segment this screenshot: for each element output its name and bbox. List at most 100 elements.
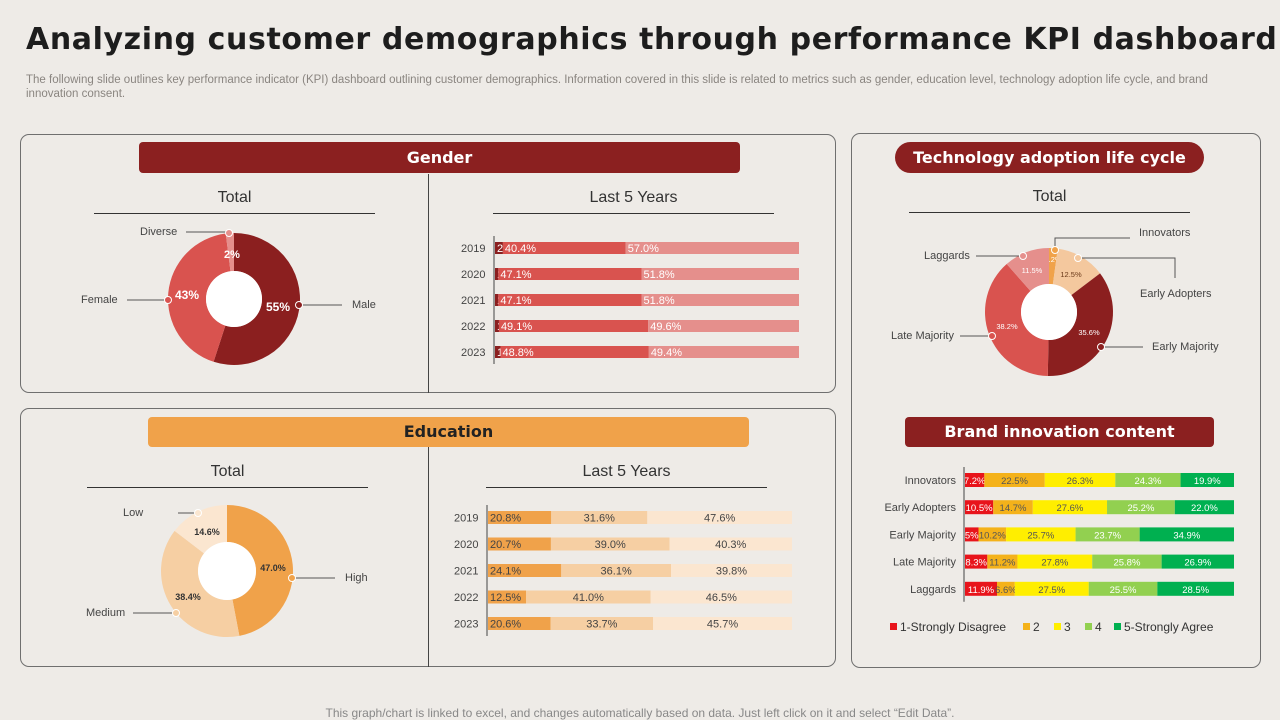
gender_last5-data-label: 48.8% xyxy=(502,347,533,359)
tech_total-label-late-majority: 38.2% xyxy=(996,322,1018,331)
education_last5-bar-high-2020 xyxy=(488,537,551,551)
callout-diverse: Diverse xyxy=(140,226,178,238)
brand_innovation-bar-3-innovators xyxy=(1044,473,1116,487)
brand_innovation-data-label: 5% xyxy=(965,530,979,541)
education_last5-category-label: 2019 xyxy=(454,513,478,525)
tech_total-label-early-majority: 35.6% xyxy=(1078,328,1100,337)
brand_innovation-bar-1-strongly-disagree-innovators xyxy=(965,473,985,487)
callout-female: Female xyxy=(81,294,118,306)
brand_innovation-data-label: 27.5% xyxy=(1038,585,1065,596)
education_last5-data-label: 36.1% xyxy=(601,566,632,578)
brand_innovation-data-label: 26.9% xyxy=(1184,558,1211,569)
education_last5-bars: 2019 20.8% 31.6% 47.6% 2020 20.7% 39.0% 40.3% 20… xyxy=(454,505,792,636)
gender_last5-data-label: 47.1% xyxy=(500,295,531,307)
education_last5-bar-low-2021 xyxy=(671,564,792,577)
tech-total-title: Total xyxy=(1032,188,1067,205)
brand_innovation-bar-3-late-majority xyxy=(1017,554,1093,569)
education-last5-underline xyxy=(486,487,767,488)
gender_last5-bar-male-2020 xyxy=(641,268,799,280)
gender_last5-bar-diverse-2023 xyxy=(495,346,501,358)
page-title: Analyzing customer demographics through … xyxy=(26,22,1278,57)
brand_innovation-category-label: Laggards xyxy=(910,584,956,596)
education_total-donut: 47.0% 38.4% 14.6% xyxy=(161,505,293,637)
gender_total-label-female: 43% xyxy=(175,288,199,302)
brand-legend-label: 1-Strongly Disagree xyxy=(900,620,1006,634)
education_total-hole xyxy=(198,542,256,600)
brand_innovation-data-label: 23.7% xyxy=(1094,530,1121,541)
gender_last5-data-label: 49.6% xyxy=(650,321,681,333)
gender_total-hole xyxy=(206,271,262,327)
gender_total-slice-diverse xyxy=(225,233,234,272)
tech-total-underline xyxy=(909,212,1190,213)
tech-late-majority-leader-dot xyxy=(988,332,996,340)
gender_last5-bar-female-2022 xyxy=(498,320,649,332)
gender_last5-category-label: 2020 xyxy=(461,269,485,281)
brand-legend-swatch xyxy=(1085,623,1092,630)
gender-last5-underline xyxy=(493,213,774,214)
education_last5-data-label: 45.7% xyxy=(707,619,738,631)
brand-header: Brand innovation content xyxy=(905,417,1214,447)
gender-total-underline xyxy=(94,213,375,214)
brand_innovation-category-label: Late Majority xyxy=(893,557,956,569)
brand_innovation-bar-4-early-adopters xyxy=(1107,500,1175,515)
brand-legend-label: 4 xyxy=(1095,620,1102,634)
brand_innovation-data-label: 22.5% xyxy=(1001,476,1028,487)
brand_innovation-bar-4-laggards xyxy=(1088,581,1158,596)
education-total-underline xyxy=(87,487,368,488)
gender_last5-category-label: 2022 xyxy=(461,321,485,333)
education_last5-data-label: 47.6% xyxy=(704,513,735,525)
gender_last5-bar-diverse-2021 xyxy=(495,294,499,306)
gender_last5-category-label: 2023 xyxy=(461,347,485,359)
education-high-leader-dot xyxy=(288,574,296,582)
brand-legend-label: 5-Strongly Agree xyxy=(1124,620,1214,634)
education-last5-title: Last 5 Years xyxy=(582,463,671,480)
brand_innovation-bar-2-laggards xyxy=(997,581,1015,596)
brand_innovation-data-label: 11.2% xyxy=(989,558,1016,569)
brand_innovation-data-label: 6.6% xyxy=(995,585,1017,596)
education_last5-bar-high-2019 xyxy=(488,511,552,524)
gender-header: Gender xyxy=(139,142,740,173)
education_last5-data-label: 20.8% xyxy=(490,513,521,525)
brand_innovation-bar-2-late-majority xyxy=(987,554,1018,569)
brand_innovation-data-label: 25.8% xyxy=(1113,558,1140,569)
brand_innovation-bar-4-innovators xyxy=(1115,473,1181,487)
education-medium-leader-dot xyxy=(172,609,180,617)
gender-female-leader-dot xyxy=(164,296,172,304)
gender_last5-bar-female-2020 xyxy=(498,268,642,280)
tech-header: Technology adoption life cycle xyxy=(895,142,1204,173)
callout-high: High xyxy=(345,572,368,584)
tech_total-label-early-adopters: 12.5% xyxy=(1060,270,1082,279)
brand_innovation-data-label: 7.2% xyxy=(964,476,986,487)
callout-early-majority: Early Majority xyxy=(1152,341,1219,353)
education_last5-bar-low-2022 xyxy=(650,590,792,604)
brand_innovation-data-label: 25.5% xyxy=(1110,585,1137,596)
tech-laggards-leader-dot xyxy=(1019,252,1027,260)
education_last5-bar-low-2019 xyxy=(647,511,792,524)
education_last5-data-label: 33.7% xyxy=(586,619,617,631)
brand_innovation-data-label: 8.3% xyxy=(965,558,987,569)
education-total-title: Total xyxy=(210,463,245,480)
brand_innovation-bar-1-strongly-disagree-early-adopters xyxy=(965,500,994,515)
brand-legend-label: 3 xyxy=(1064,620,1071,634)
brand-legend-swatch xyxy=(1114,623,1121,630)
brand_innovation-bar-1-strongly-disagree-early-majority xyxy=(965,527,979,542)
education_last5-bar-medium-2021 xyxy=(561,564,672,577)
brand_innovation-bar-3-laggards xyxy=(1014,581,1089,596)
education_last5-data-label: 12.5% xyxy=(490,592,521,604)
education_last5-bar-medium-2019 xyxy=(551,511,648,524)
gender_total-label-male: 55% xyxy=(266,300,290,314)
gender_last5-bar-diverse-2020 xyxy=(495,268,499,280)
gender_last5-category-label: 2021 xyxy=(461,295,485,307)
gender_total-donut: 55% 43% 2% xyxy=(167,233,300,366)
gender_last5-bar-diverse-2022 xyxy=(495,320,499,332)
education_total-slice-medium xyxy=(161,530,240,637)
education_last5-data-label: 20.6% xyxy=(490,619,521,631)
education_last5-category-label: 2020 xyxy=(454,539,478,551)
tech_total-slice-innovators xyxy=(1049,248,1058,285)
brand-legend-swatch xyxy=(1023,623,1030,630)
gender_total-label-diverse: 2% xyxy=(224,249,240,261)
gender-divider xyxy=(428,174,429,393)
brand_innovation-data-label: 22.0% xyxy=(1191,503,1218,514)
tech-early-adopters-leader-dot xyxy=(1074,254,1082,262)
